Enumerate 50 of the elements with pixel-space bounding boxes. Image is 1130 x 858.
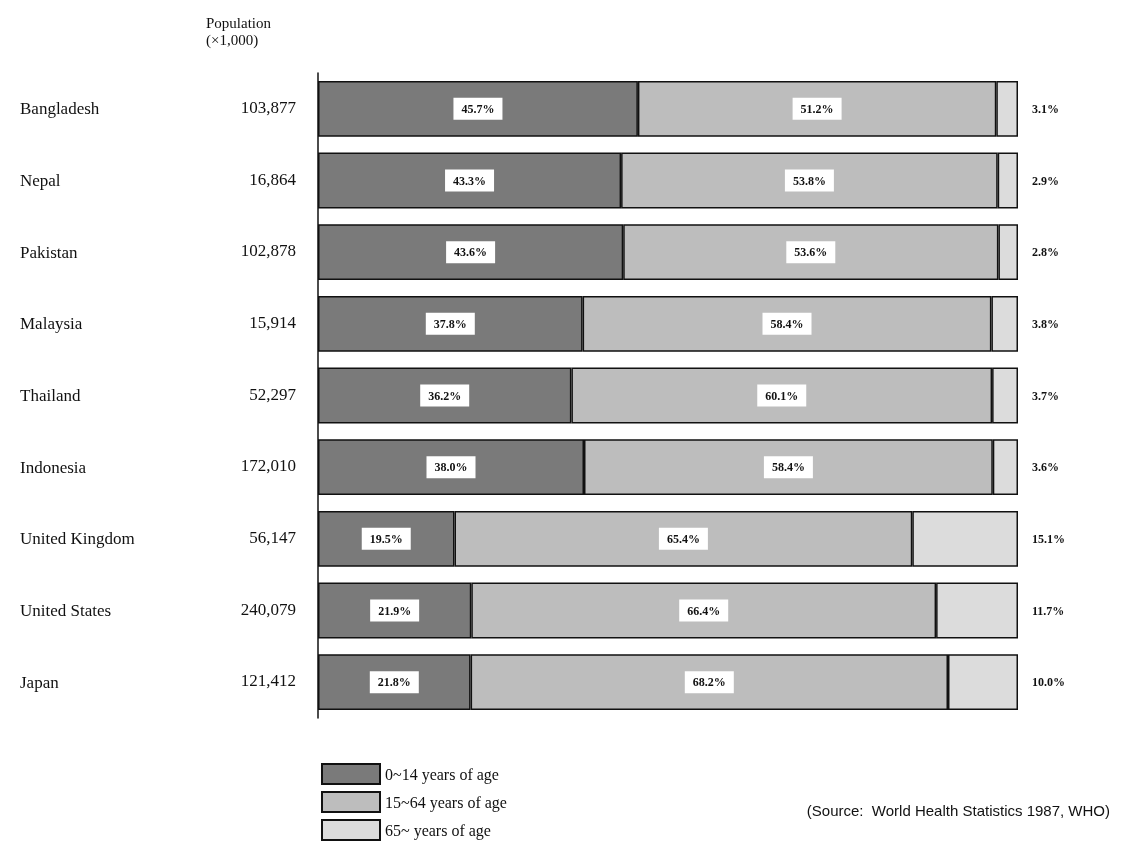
data-label: 45.7% [461,101,495,116]
text: 15,914 [249,312,297,332]
text: 52,297 [249,384,297,404]
text: 103,877 [240,97,297,117]
text: (Source: World Health Statistics 1987, WHO) [806,802,1111,819]
y-tick-label: Indonesia [20,457,87,477]
data-label: 53.6% [794,245,828,260]
data-label: 10.0% [1032,675,1065,690]
y-tick-label: Nepal [20,171,61,190]
data-label: 68.2% [692,675,726,690]
data-label: 19.5% [369,531,403,546]
data-label: 66.4% [687,603,721,618]
data-label: 53.8% [792,173,826,188]
y-tick-label: Bangladesh [20,99,100,119]
y-tick-label: Japan [20,672,60,692]
data-label: 37.8% [433,316,467,331]
y-tick-label: Pakistan [20,242,79,262]
data-label: 2.9% [1032,173,1059,188]
data-label: 65.4% [666,531,700,546]
data-label: 43.6% [454,245,488,260]
data-label: 11.7% [1032,603,1065,618]
data-label: 38.0% [434,460,468,475]
data-label: 3.7% [1032,388,1059,403]
y-tick-label: Thailand [20,386,81,405]
legend-label: 65~ years of age [385,821,491,840]
data-label: 3.1% [1032,101,1059,116]
data-label: 3.8% [1032,316,1059,331]
data-label: 58.4% [771,460,805,475]
legend-label: 0~14 years of age [385,765,499,784]
legend-label: 15~64 years of age [385,793,507,812]
y-tick-label: Malaysia [20,314,83,334]
text: 56,147 [249,527,297,547]
text: 172,010 [240,456,296,476]
text: 240,079 [240,599,296,619]
y-tick-label: United States [20,601,112,620]
text: 121,412 [240,671,296,691]
data-label: 58.4% [770,316,804,331]
data-label: 36.2% [428,388,462,403]
data-label: 21.8% [377,675,411,690]
data-label: 21.9% [378,603,412,618]
data-label: 2.8% [1032,245,1059,260]
data-label: 15.1% [1032,531,1065,546]
data-label: 60.1% [765,388,799,403]
text: 16,864 [249,169,297,189]
y-tick-label: United Kingdom [20,529,135,549]
text: 102,878 [240,241,296,261]
data-label: 3.6% [1032,460,1059,475]
text: Population (×1,000) [206,14,275,49]
data-label: 43.3% [453,173,487,188]
data-label: 51.2% [800,101,834,116]
